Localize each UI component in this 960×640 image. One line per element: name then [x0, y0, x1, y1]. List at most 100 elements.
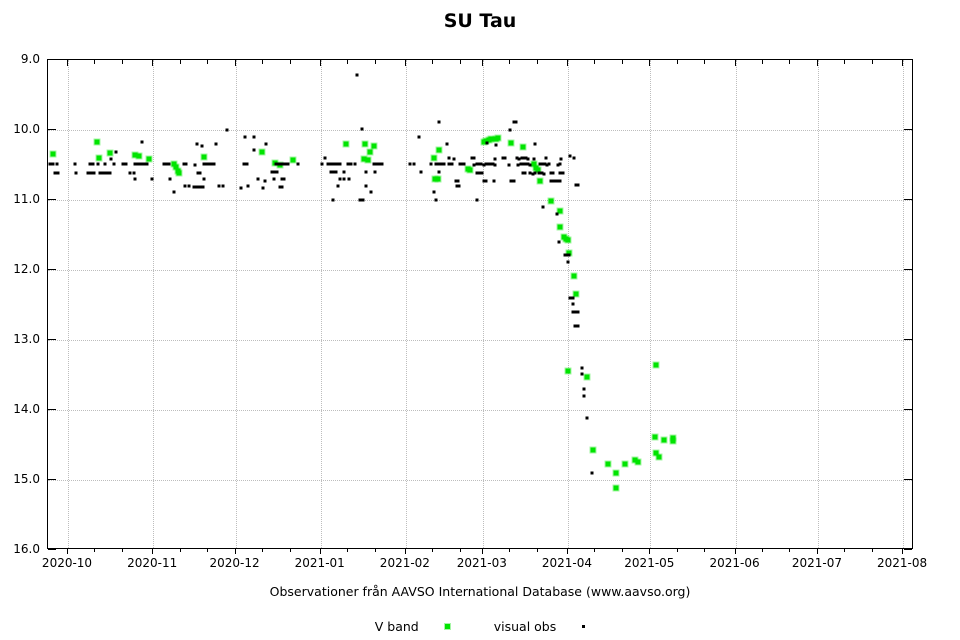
data-point-visual-obs	[342, 177, 346, 181]
magnitude-gridline	[48, 340, 912, 341]
data-point-visual-obs	[559, 157, 563, 161]
x-minor-tick	[121, 549, 123, 552]
data-point-visual-obs	[347, 177, 351, 181]
x-minor-tick	[704, 549, 706, 552]
data-point-visual-obs	[141, 162, 145, 166]
x-major-tick	[734, 549, 736, 554]
data-point-visual-obs	[582, 387, 586, 391]
data-point-visual-obs	[88, 162, 92, 166]
x-axis-label: 2020-12	[209, 556, 260, 570]
x-axis-label: 2021-03	[456, 556, 507, 570]
x-axis-label: 2021-02	[379, 556, 430, 570]
data-point-visual-obs	[96, 162, 100, 166]
data-point-visual-obs	[573, 324, 577, 328]
data-point-visual-obs	[493, 163, 497, 167]
data-point-visual-obs	[128, 171, 132, 175]
data-point-visual-obs	[137, 162, 141, 166]
data-point-visual-obs	[582, 394, 586, 398]
data-point-visual-obs	[168, 177, 172, 181]
data-point-v-band	[436, 147, 442, 153]
x-minor-tick	[594, 60, 596, 64]
data-point-visual-obs	[434, 162, 438, 166]
magnitude-gridline	[48, 130, 912, 131]
x-major-tick	[816, 60, 818, 66]
data-point-visual-obs	[531, 172, 535, 176]
data-point-visual-obs	[440, 162, 444, 166]
data-point-visual-obs	[279, 162, 283, 166]
plot-area	[47, 59, 913, 549]
x-axis-label: 2020-10	[41, 556, 93, 570]
data-point-visual-obs	[573, 310, 577, 314]
data-point-visual-obs	[585, 416, 589, 420]
data-point-visual-obs	[272, 177, 276, 181]
data-point-v-band	[343, 141, 349, 147]
data-point-visual-obs	[576, 183, 580, 187]
data-point-visual-obs	[369, 190, 373, 194]
data-point-v-band	[361, 156, 367, 162]
data-point-visual-obs	[132, 171, 136, 175]
data-point-visual-obs	[210, 162, 214, 166]
data-point-visual-obs	[48, 162, 52, 166]
data-point-visual-obs	[479, 162, 483, 166]
data-point-visual-obs	[484, 162, 488, 166]
x-minor-tick	[262, 60, 264, 64]
data-point-visual-obs	[520, 156, 524, 160]
x-minor-tick	[789, 60, 791, 64]
x-minor-tick	[761, 60, 763, 64]
visual-obs-marker-icon	[582, 625, 586, 628]
x-minor-tick	[207, 60, 209, 64]
data-point-visual-obs	[221, 184, 225, 188]
data-point-v-band	[548, 198, 554, 204]
data-point-visual-obs	[508, 128, 512, 132]
data-point-v-band	[573, 291, 579, 297]
data-point-v-band	[565, 237, 571, 243]
data-point-v-band	[652, 434, 658, 440]
legend-label-visual-obs: visual obs	[493, 619, 557, 634]
data-point-visual-obs	[551, 171, 555, 175]
x-major-tick	[649, 549, 651, 554]
data-point-visual-obs	[139, 162, 143, 166]
data-point-visual-obs	[557, 240, 561, 244]
data-point-visual-obs	[208, 162, 212, 166]
data-point-visual-obs	[521, 162, 525, 166]
data-point-visual-obs	[558, 162, 562, 166]
data-point-visual-obs	[571, 302, 575, 306]
x-major-tick	[734, 60, 736, 66]
data-point-visual-obs	[101, 171, 105, 175]
data-point-visual-obs	[338, 162, 342, 166]
data-point-visual-obs	[187, 184, 191, 188]
data-point-visual-obs	[331, 162, 335, 166]
data-point-visual-obs	[56, 171, 60, 175]
data-point-v-band	[656, 454, 662, 460]
y-axis-label: 11.0	[13, 192, 40, 206]
data-point-visual-obs	[103, 162, 107, 166]
data-point-visual-obs	[524, 156, 528, 160]
data-point-visual-obs	[558, 179, 562, 183]
data-point-visual-obs	[361, 198, 365, 202]
data-point-visual-obs	[225, 128, 229, 132]
data-point-visual-obs	[192, 185, 196, 189]
data-point-visual-obs	[538, 162, 542, 166]
data-point-visual-obs	[331, 198, 335, 202]
data-point-visual-obs	[475, 171, 479, 175]
data-point-v-band	[537, 178, 543, 184]
data-point-visual-obs	[98, 171, 102, 175]
data-point-visual-obs	[275, 170, 279, 174]
y-major-tick	[904, 339, 912, 340]
data-point-visual-obs	[551, 179, 555, 183]
magnitude-gridline	[48, 480, 912, 481]
x-minor-tick	[459, 60, 461, 64]
data-point-visual-obs	[326, 162, 330, 166]
data-point-visual-obs	[286, 162, 290, 166]
data-point-visual-obs	[162, 162, 166, 166]
month-gridline	[405, 60, 407, 548]
data-point-v-band	[661, 437, 667, 443]
data-point-visual-obs	[73, 162, 77, 166]
x-major-tick	[902, 549, 904, 554]
data-point-visual-obs	[568, 154, 572, 158]
data-point-v-band	[584, 374, 590, 380]
data-point-v-band	[50, 151, 56, 157]
data-point-visual-obs	[488, 162, 492, 166]
data-point-visual-obs	[434, 198, 438, 202]
y-major-tick	[48, 269, 56, 270]
